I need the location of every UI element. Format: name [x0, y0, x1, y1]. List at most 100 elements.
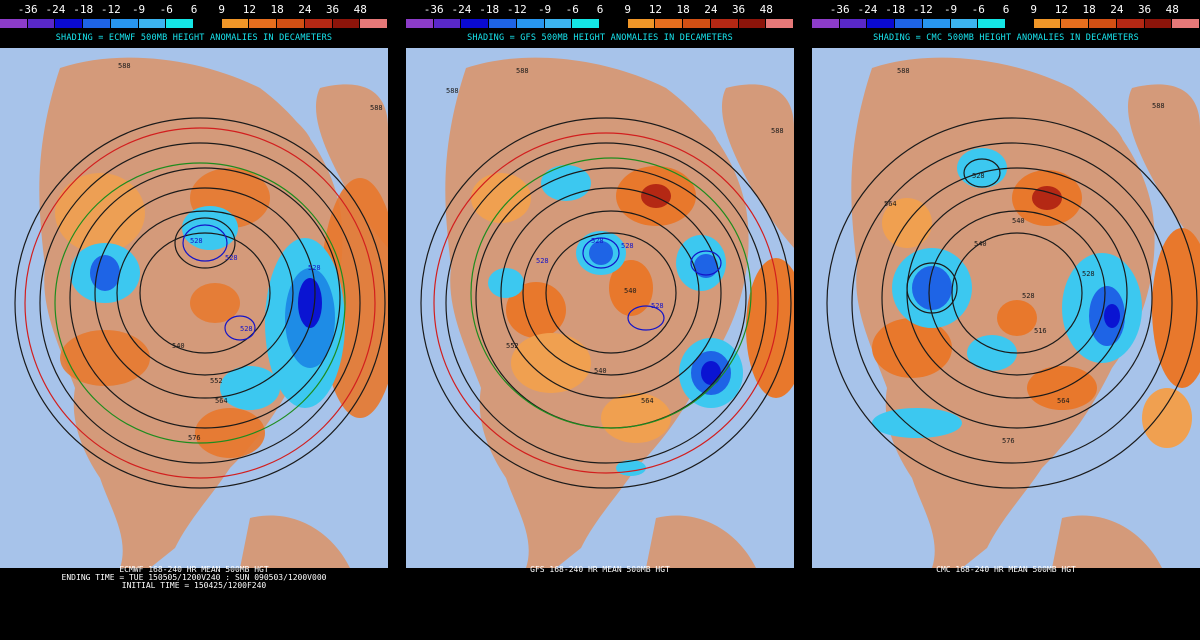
legend-swatch	[766, 19, 795, 28]
caption-line: INITIAL TIME = 150425/1200F240	[121, 581, 267, 590]
legend-label: -6	[565, 3, 579, 16]
neg-anomaly	[912, 266, 952, 310]
anomaly-map: 588 588 528 528 528 528 540 552 564 576	[0, 48, 388, 568]
legend-label: -24	[857, 3, 878, 16]
legend-swatch	[166, 19, 195, 28]
contour-label: 528	[308, 264, 321, 272]
legend-swatch	[710, 19, 739, 28]
land-south-america	[240, 515, 350, 568]
legend-label: 12	[648, 3, 663, 16]
color-legend: -36 -24 -18 -12 -9 -6 6 9 12 18 24 36 48	[406, 3, 795, 29]
legend-swatch	[627, 19, 656, 28]
map-panel-ecmwf: -36 -24 -18 -12 -9 -6 6 9 12 18 24 36 48 SHADING = E…	[0, 0, 389, 640]
contour-label: 588	[897, 67, 910, 75]
pos-anomaly	[641, 184, 671, 208]
pos-anomaly	[55, 173, 145, 253]
legend-label: -12	[100, 3, 121, 16]
neg-anomaly	[872, 408, 962, 438]
legend-swatch	[83, 19, 111, 28]
legend-color-bar	[812, 19, 1200, 28]
legend-swatch	[55, 19, 84, 28]
neg-anomaly	[694, 254, 718, 278]
pos-anomaly	[190, 283, 240, 323]
legend-color-bar	[406, 19, 795, 28]
contour-label: 528	[225, 254, 238, 262]
contour-label: 540	[172, 342, 185, 350]
legend-swatch	[655, 19, 684, 28]
legend-swatch	[600, 19, 628, 28]
contour-label: 528	[591, 237, 604, 245]
contour-label: 564	[1057, 397, 1070, 405]
contour-label: 552	[506, 342, 519, 350]
legend-label: -36	[423, 3, 444, 16]
contour-label: 528	[190, 237, 203, 245]
contour-label: 588	[370, 104, 383, 112]
anomaly-map: 588 588 588 528 528 528 540 528 540 552 …	[406, 48, 794, 568]
legend-swatch	[738, 19, 767, 28]
legend-swatch	[1006, 19, 1034, 28]
legend-label: 48	[353, 3, 367, 16]
legend-swatch	[304, 19, 333, 28]
contour-label: 588	[118, 62, 131, 70]
contour-label: 540	[974, 240, 987, 248]
legend-swatch	[572, 19, 601, 28]
pos-anomaly	[506, 282, 566, 338]
legend-label: -9	[131, 3, 146, 16]
legend-label: 9	[624, 3, 632, 16]
legend-swatch	[516, 19, 545, 28]
pos-anomaly	[195, 408, 265, 458]
color-legend: -36 -24 -18 -12 -9 -6 6 9 12 18 24 36 48	[812, 3, 1200, 29]
map-panel-cmc: -36 -24 -18 -12 -9 -6 6 9 12 18 24 36 48 SHADING = C…	[812, 0, 1200, 640]
caption-line: GFS 168-240 HR MEAN 500MB HGT	[530, 565, 670, 574]
legend-swatch	[0, 19, 28, 28]
map-caption: CMC 168-240 HR MEAN 500MB HGT	[812, 566, 1200, 574]
legend-label: 6	[596, 3, 604, 16]
legend-swatch	[406, 19, 434, 28]
pos-anomaly	[511, 333, 591, 393]
neg-anomaly	[1104, 304, 1120, 328]
legend-swatch	[978, 19, 1007, 28]
legend-swatch	[221, 19, 250, 28]
contour-label: 588	[1152, 102, 1165, 110]
contour-label: 564	[215, 397, 228, 405]
legend-swatch	[683, 19, 711, 28]
color-legend: -36 -24 -18 -12 -9 -6 6 9 12 18 24 36 48	[0, 3, 389, 29]
legend-label: -9	[537, 3, 552, 16]
legend-swatch	[839, 19, 868, 28]
legend-swatch	[1061, 19, 1090, 28]
legend-swatch	[194, 19, 222, 28]
legend-label: -36	[829, 3, 850, 16]
legend-labels: -36 -24 -18 -12 -9 -6 6 9 12 18 24 36 48	[0, 3, 388, 17]
neg-anomaly	[541, 165, 591, 201]
height-contours	[420, 117, 792, 489]
legend-swatch	[461, 19, 490, 28]
legend-label: 24	[704, 3, 718, 16]
legend-label: 6	[190, 3, 198, 16]
neg-anomaly	[967, 335, 1017, 371]
pos-anomaly	[746, 258, 794, 398]
pos-anomaly	[1032, 186, 1062, 210]
pos-anomaly	[997, 300, 1037, 336]
legend-label: 36	[731, 3, 746, 16]
legend-label: -6	[159, 3, 173, 16]
contour-label: 564	[641, 397, 654, 405]
land-europe	[1127, 84, 1200, 248]
contour-label: 588	[446, 87, 459, 95]
neg-anomaly	[701, 361, 721, 385]
caption-line: CMC 168-240 HR MEAN 500MB HGT	[936, 565, 1076, 574]
contour-label: 564	[884, 200, 897, 208]
contour-label: 540	[594, 367, 607, 375]
map-caption: ECMWF 168-240 HR MEAN 500MB HGT ENDING T…	[0, 566, 388, 590]
neg-anomaly	[182, 206, 238, 250]
legend-label: 48	[759, 3, 773, 16]
legend-label: 12	[242, 3, 257, 16]
neg-anomaly	[298, 278, 322, 328]
legend-swatch	[867, 19, 896, 28]
legend-swatch	[1033, 19, 1062, 28]
legend-label: -12	[912, 3, 933, 16]
contour-label: 528	[651, 302, 664, 310]
legend-swatch	[433, 19, 462, 28]
contour-label: 540	[1012, 217, 1025, 225]
contour-label: 528	[1082, 270, 1095, 278]
caption-line: ENDING TIME = TUE 150505/1200V240 : SUN …	[61, 573, 327, 582]
